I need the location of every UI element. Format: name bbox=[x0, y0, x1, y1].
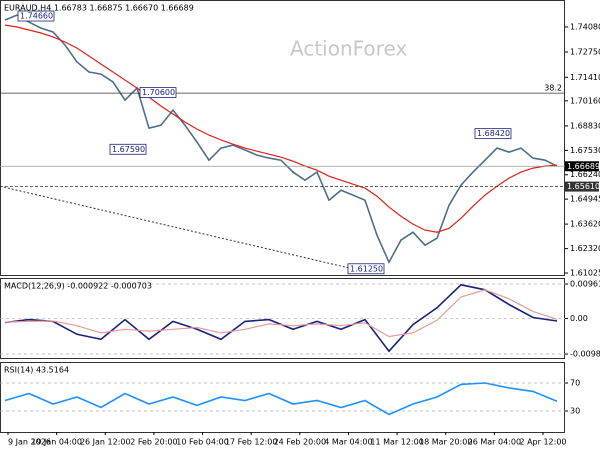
y-tick-label: 0.009618 bbox=[570, 280, 600, 289]
annotation-label: 1.67590 bbox=[112, 145, 145, 154]
y-tick-label: 0.00 bbox=[570, 314, 588, 323]
y-tick-label: 1.63620 bbox=[570, 220, 600, 229]
x-tick-label: 2 Feb 20:00 bbox=[130, 438, 177, 447]
x-tick-label: 24 Feb 20:00 bbox=[274, 438, 326, 447]
x-tick-label: 10 Feb 04:00 bbox=[176, 438, 228, 447]
pane-title: MACD(12,26,9) -0.000922 -0.000703 bbox=[4, 282, 152, 291]
watermark: ActionForex bbox=[290, 37, 407, 61]
fib-label: 38.2 bbox=[544, 84, 562, 93]
x-tick-label: 26 Mar 04:00 bbox=[468, 438, 521, 447]
annotation-box bbox=[17, 10, 55, 22]
y-tick-label: 1.61025 bbox=[570, 269, 600, 278]
x-tick-label: 19 Jan 04:00 bbox=[31, 438, 82, 447]
y-tick-label: 1.70160 bbox=[570, 96, 600, 105]
y-tick-label: 70 bbox=[570, 379, 580, 388]
x-tick-label: 18 Mar 20:00 bbox=[419, 438, 472, 447]
price-marker-label: 1.65610 bbox=[567, 182, 600, 191]
y-tick-label: 1.74080 bbox=[570, 22, 600, 31]
y-tick-label: 1.66240 bbox=[570, 170, 600, 179]
pane-title: EURAUD,H4 1.66783 1.66875 1.66670 1.6668… bbox=[4, 4, 194, 13]
y-tick-label: 1.72750 bbox=[570, 48, 600, 57]
price-marker bbox=[565, 181, 599, 192]
y-tick-label: 1.62320 bbox=[570, 244, 600, 253]
pane-title: RSI(14) 43.5164 bbox=[4, 366, 69, 375]
y-tick-label: 1.71410 bbox=[570, 73, 600, 82]
y-tick-label: 1.64945 bbox=[570, 195, 600, 204]
series-line bbox=[4, 24, 558, 233]
price-marker bbox=[565, 161, 599, 172]
x-tick-label: 11 Mar 12:00 bbox=[370, 438, 423, 447]
annotation-label: 1.61250 bbox=[350, 264, 383, 273]
x-tick-label: 26 Jan 12:00 bbox=[80, 438, 131, 447]
y-tick-label: 1.67530 bbox=[570, 146, 600, 155]
x-tick-label: 9 Jan 2026 bbox=[8, 438, 51, 447]
annotation-box bbox=[347, 263, 385, 275]
pane-frame bbox=[0, 362, 565, 433]
annotation-box bbox=[474, 128, 512, 140]
y-tick-label: 30 bbox=[570, 407, 580, 416]
y-tick-label: -0.009892 bbox=[570, 350, 600, 359]
y-tick-label: 1.68830 bbox=[570, 121, 600, 130]
price-marker-label: 1.66689 bbox=[567, 162, 600, 171]
annotation-box bbox=[109, 143, 147, 155]
annotation-label: 1.74660 bbox=[20, 12, 53, 21]
series-line bbox=[4, 289, 558, 338]
x-tick-label: 4 Mar 04:00 bbox=[324, 438, 372, 447]
annotation-label: 1.68420 bbox=[477, 129, 510, 138]
series-line bbox=[4, 14, 558, 265]
x-tick-label: 17 Feb 12:00 bbox=[225, 438, 277, 447]
annotation-label: 1.70600 bbox=[142, 88, 175, 97]
series-line bbox=[4, 382, 558, 416]
annotation-box bbox=[139, 87, 177, 98]
x-tick-label: 2 Apr 12:00 bbox=[519, 438, 566, 447]
pane-frame bbox=[0, 0, 565, 276]
